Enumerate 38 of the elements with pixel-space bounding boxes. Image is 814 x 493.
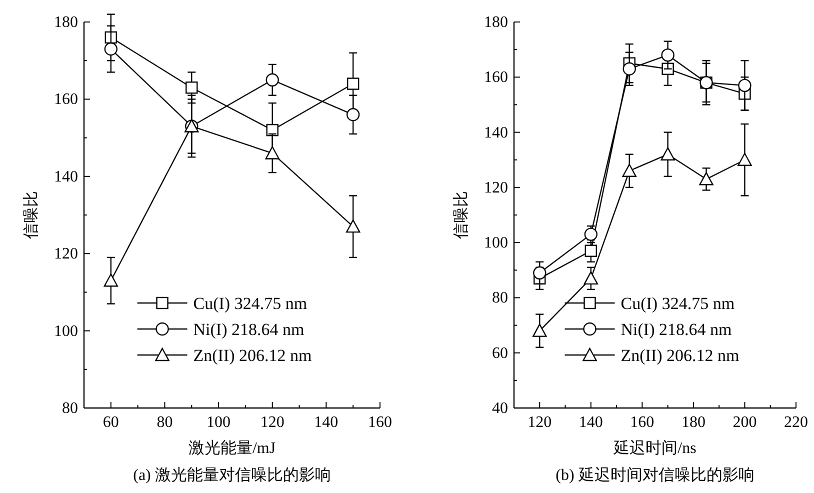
y-tick-label: 100 — [54, 322, 78, 340]
x-tick-label: 140 — [578, 414, 603, 431]
y-tick-label: 180 — [54, 14, 78, 31]
x-tick-label: 80 — [156, 414, 173, 431]
x-tick-label: 60 — [102, 414, 119, 431]
y-tick-label: 140 — [484, 124, 508, 142]
y-tick-label: 120 — [54, 246, 78, 263]
x-tick-label: 120 — [528, 414, 552, 431]
x-tick-label: 160 — [368, 414, 392, 431]
x-axis-title: 激光能量/mJ — [188, 439, 276, 457]
legend-label: Ni(I) 218.64 nm — [193, 320, 304, 339]
x-axis-title: 延迟时间/ns — [612, 439, 696, 457]
y-tick-label: 60 — [492, 344, 508, 362]
y-axis-title: 信噪比 — [452, 191, 470, 239]
y-axis-title: 信噪比 — [22, 191, 40, 239]
legend-label: Zn(II) 206.12 nm — [620, 346, 740, 365]
y-tick-label: 80 — [62, 400, 78, 417]
y-tick-label: 160 — [54, 91, 78, 108]
x-tick-label: 200 — [732, 414, 757, 431]
y-tick-label: 120 — [484, 179, 508, 196]
x-tick-label: 100 — [206, 414, 231, 431]
legend-label: Cu(I) 324.75 nm — [620, 294, 735, 313]
y-tick-label: 100 — [484, 234, 508, 252]
legend-label: Cu(I) 324.75 nm — [193, 294, 308, 313]
y-tick-label: 40 — [492, 400, 508, 417]
legend-label: Zn(II) 206.12 nm — [193, 346, 312, 365]
x-tick-label: 180 — [681, 414, 706, 431]
text: (b) 延迟时间对信噪比的影响 — [556, 466, 754, 484]
y-tick-label: 80 — [492, 290, 508, 307]
x-tick-label: 220 — [784, 414, 808, 431]
y-tick-label: 160 — [484, 69, 508, 86]
x-tick-label: 140 — [314, 414, 338, 431]
y-tick-label: 140 — [54, 168, 78, 186]
text: (a) 激光能量对信噪比的影响 — [133, 466, 331, 484]
x-tick-label: 120 — [260, 414, 284, 431]
x-tick-label: 160 — [630, 414, 654, 431]
legend-label: Ni(I) 218.64 nm — [620, 320, 732, 339]
y-tick-label: 180 — [484, 14, 508, 31]
